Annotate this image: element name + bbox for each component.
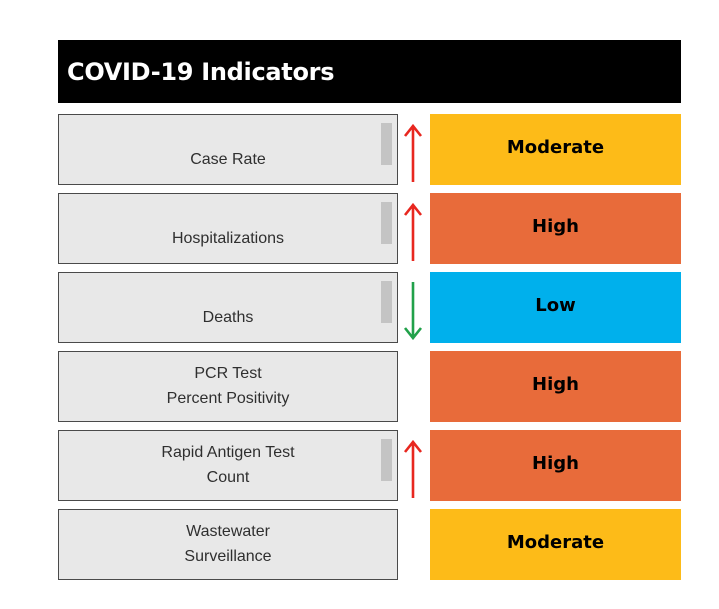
indicator-label: Wastewater Surveillance [184, 523, 272, 565]
status-badge: High [430, 351, 681, 422]
arrow-up-icon [403, 123, 423, 182]
indicator-label-box[interactable]: Case Rate [58, 114, 398, 185]
indicator-label: PCR Test Percent Positivity [166, 365, 290, 407]
indicator-label: Deaths [202, 309, 254, 326]
indicator-label-box[interactable]: Hospitalizations [58, 193, 398, 264]
arrow-up-icon [403, 439, 423, 498]
scrollbar-thumb[interactable] [381, 439, 392, 481]
indicator-label-box[interactable]: PCR Test Percent Positivity [58, 351, 398, 422]
arrow-down-icon [403, 282, 423, 341]
status-badge: Moderate [430, 509, 681, 580]
indicator-row-wastewater: Wastewater Surveillance Moderate [58, 509, 681, 580]
indicator-row-hospitalizations: Hospitalizations High [58, 193, 681, 264]
indicator-row-pcr-test: PCR Test Percent Positivity High [58, 351, 681, 422]
scrollbar-thumb[interactable] [381, 123, 392, 165]
status-badge: High [430, 430, 681, 501]
indicator-row-deaths: Deaths Low [58, 272, 681, 343]
indicator-label: Case Rate [190, 151, 266, 168]
indicator-label-box[interactable]: Rapid Antigen Test Count [58, 430, 398, 501]
status-badge: Moderate [430, 114, 681, 185]
indicator-label-box[interactable]: Wastewater Surveillance [58, 509, 398, 580]
indicator-row-rapid-antigen: Rapid Antigen Test Count High [58, 430, 681, 501]
status-badge: High [430, 193, 681, 264]
indicator-label: Hospitalizations [171, 230, 285, 247]
indicator-label-box[interactable]: Deaths [58, 272, 398, 343]
arrow-up-icon [403, 202, 423, 261]
indicator-row-case-rate: Case Rate Moderate [58, 114, 681, 185]
indicator-label: Rapid Antigen Test Count [161, 444, 295, 486]
status-badge: Low [430, 272, 681, 343]
scrollbar-thumb[interactable] [381, 281, 392, 323]
scrollbar-thumb[interactable] [381, 202, 392, 244]
indicators-panel: Case Rate Moderate Hospitalizations High… [58, 114, 681, 582]
page-title: COVID-19 Indicators [58, 40, 681, 103]
